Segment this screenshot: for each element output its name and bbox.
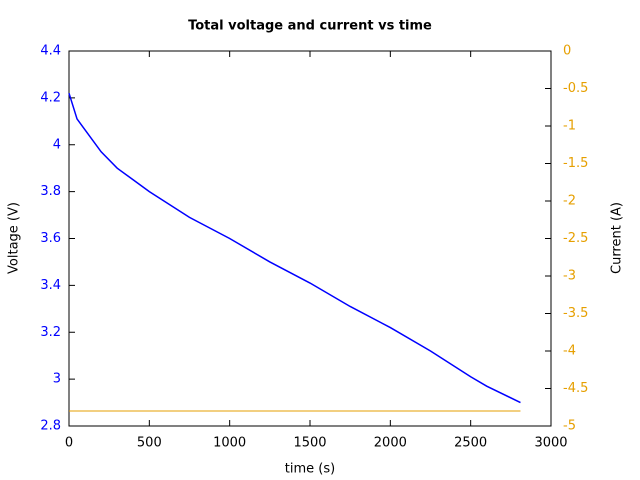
x-tick-label: 2000 — [374, 436, 407, 451]
y-axis-label: Voltage (V) — [7, 202, 22, 274]
y-tick-label: 3.2 — [40, 325, 61, 340]
y2-tick-label: 0 — [563, 44, 571, 59]
x-tick-label: 1500 — [293, 436, 326, 451]
y-tick-label: 4.2 — [40, 90, 61, 105]
y-tick-label: 4 — [53, 137, 61, 152]
y2-tick-label: -4 — [563, 344, 576, 359]
y-tick-label: 3 — [53, 372, 61, 387]
line-series — [68, 92, 521, 404]
x-tick-label: 500 — [137, 436, 162, 451]
y-tick-label: 3.4 — [40, 278, 61, 293]
y2-tick-label: -4.5 — [563, 381, 588, 396]
y2-tick-label: -2 — [563, 194, 576, 209]
x-tick-label: 1000 — [213, 436, 246, 451]
y2-axis-label: Current (A) — [610, 202, 625, 274]
y2-tick-label: -2.5 — [563, 231, 588, 246]
y-tick-label: 3.8 — [40, 184, 61, 199]
y2-tick-label: -0.5 — [563, 81, 588, 96]
y-tick-label: 4.4 — [40, 44, 61, 59]
y2-tick-label: -1.5 — [563, 156, 588, 171]
x-axis-label: time (s) — [285, 462, 335, 477]
y2-tick-label: -3.5 — [563, 306, 588, 321]
x-tick-label: 0 — [65, 436, 73, 451]
x-tick-label: 2500 — [454, 436, 487, 451]
y-tick-label: 2.8 — [40, 419, 61, 434]
y2-tick-label: -3 — [563, 269, 576, 284]
y2-tick-label: -5 — [563, 419, 576, 434]
x-tick-label: 3000 — [534, 436, 567, 451]
y2-tick-label: -1 — [563, 119, 576, 134]
y-tick-label: 3.6 — [40, 231, 61, 246]
chart-title: Total voltage and current vs time — [188, 19, 432, 34]
